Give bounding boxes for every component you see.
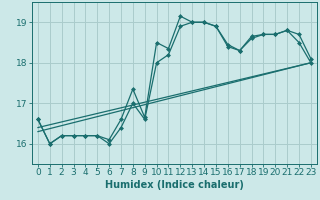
X-axis label: Humidex (Indice chaleur): Humidex (Indice chaleur) xyxy=(105,180,244,190)
